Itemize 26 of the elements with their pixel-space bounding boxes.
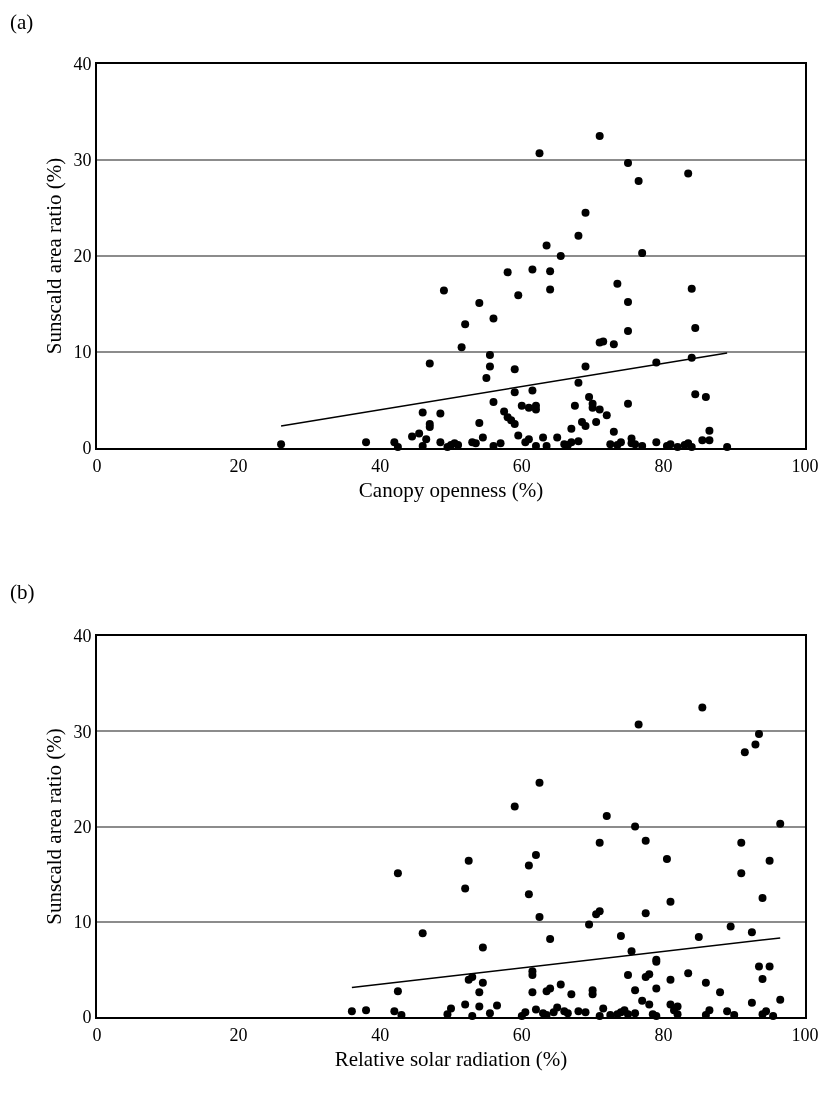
y-tick-label: 30	[73, 721, 92, 742]
text: (a)	[10, 10, 34, 34]
x-tick-label: 100	[791, 455, 819, 476]
y-tick-label: 30	[73, 150, 92, 171]
x-tick-label: 80	[654, 1024, 673, 1045]
text: (b)	[10, 580, 35, 604]
x-tick-label: 20	[229, 455, 248, 476]
y-tick-label: 40	[73, 626, 92, 647]
y-tick-label: 0	[82, 438, 92, 459]
y-tick-label: 40	[73, 54, 92, 75]
y-tick-label: 10	[73, 912, 92, 933]
x-tick-label: 20	[229, 1024, 248, 1045]
y-tick-label: 10	[73, 342, 92, 363]
y-axis-title: Sunscald area ratio (%)	[42, 728, 67, 925]
x-tick-label: 60	[512, 455, 531, 476]
x-tick-label: 80	[654, 455, 673, 476]
y-tick-label: 0	[82, 1007, 92, 1028]
x-tick-label: 100	[791, 1024, 819, 1045]
y-tick-label: 20	[73, 816, 92, 837]
x-axis-title: Canopy openness (%)	[358, 478, 544, 503]
x-tick-label: 60	[512, 1024, 531, 1045]
x-tick-label: 40	[371, 455, 390, 476]
y-tick-label: 20	[73, 246, 92, 267]
x-tick-label: 40	[371, 1024, 390, 1045]
x-axis-title: Relative solar radiation (%)	[334, 1047, 568, 1072]
y-axis-title: Sunscald area ratio (%)	[42, 157, 67, 355]
